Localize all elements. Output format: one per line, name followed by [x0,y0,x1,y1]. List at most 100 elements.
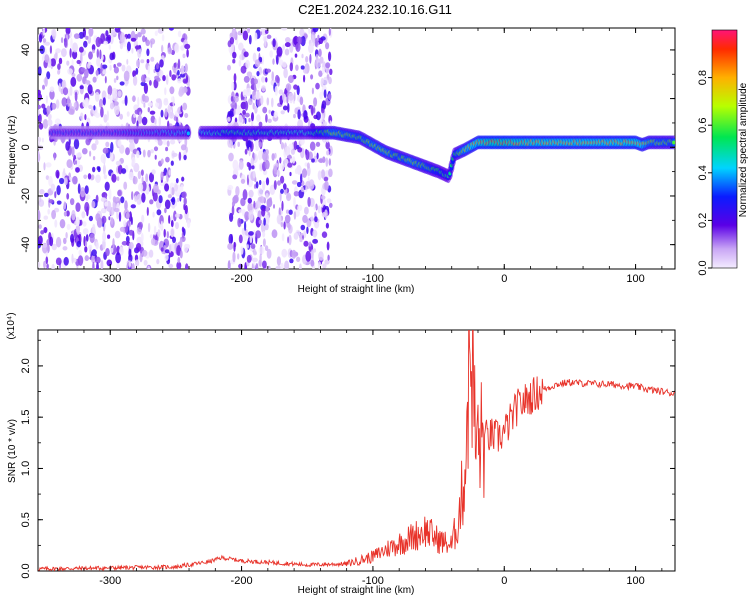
noise-cell [265,205,269,213]
noise-cell [109,64,112,71]
noise-cell [137,96,140,108]
noise-cell [247,197,252,204]
noise-cell [160,220,163,230]
noise-cell [173,210,177,222]
noise-cell [233,73,237,83]
noise-cell [76,240,82,248]
noise-cell [105,248,110,257]
colorbar-label: Normalized spectral amplitude [738,82,749,217]
noise-cell [299,263,302,269]
noise-cell [258,246,265,255]
noise-cell [131,47,134,54]
noise-cell [87,62,91,69]
spectrogram-y-tick-label: 20 [20,92,32,104]
noise-cell [105,141,110,148]
noise-cell [229,212,234,222]
noise-cell [273,165,278,175]
noise-cell [160,109,164,118]
noise-cell [71,209,76,221]
noise-cell [140,28,146,35]
noise-cell [282,44,285,51]
noise-cell [288,234,292,246]
noise-cell [109,102,115,110]
noise-cell [328,28,331,36]
noise-cell [244,112,250,118]
noise-cell [242,30,249,41]
noise-cell [306,165,311,177]
noise-cell [308,241,312,247]
noise-cell [256,114,261,123]
noise-cell [326,198,332,204]
noise-cell [38,93,43,101]
noise-cell [238,209,244,214]
noise-cell [286,192,292,202]
noise-cell [138,221,144,230]
noise-cell [177,69,180,76]
noise-cell [131,263,135,269]
noise-cell [291,249,297,259]
noise-cell [43,215,49,220]
noise-cell [92,49,95,54]
noise-cell [164,199,171,210]
noise-cell [304,206,309,215]
noise-cell [174,184,178,192]
noise-cell [95,213,101,222]
noise-cell [119,32,125,44]
noise-cell [63,201,67,210]
noise-cell [311,158,315,163]
noise-cell [87,84,93,95]
noise-cell [288,209,293,215]
noise-cell [85,35,89,40]
noise-cell [240,197,246,207]
noise-cell [177,58,181,70]
noise-cell [264,245,269,252]
noise-cell [114,28,121,33]
noise-cell [164,87,167,96]
noise-cell [58,57,63,65]
noise-cell [297,147,303,153]
noise-cell [175,178,179,184]
noise-cell [132,75,138,86]
noise-cell [69,176,73,182]
noise-cell [231,205,235,216]
noise-cell [262,151,268,162]
noise-cell [277,180,281,186]
noise-cell [113,207,120,213]
colorbar-tick-label: 0.6 [697,118,709,133]
noise-cell [240,246,244,255]
noise-cell [184,43,191,50]
noise-cell [160,171,164,181]
noise-cell [83,40,88,48]
noise-cell [164,254,169,261]
noise-cell [92,166,96,173]
noise-cell [284,214,291,224]
noise-cell [255,230,261,239]
noise-cell [302,235,304,240]
noise-cell [54,118,61,125]
noise-cell [248,98,253,106]
noise-cell [264,223,269,231]
noise-cell [67,88,71,99]
noise-cell [233,194,239,204]
noise-cell [168,28,174,31]
noise-cell [42,118,49,129]
noise-cell [296,256,301,262]
noise-cell [38,109,40,116]
noise-cell [253,184,257,189]
noise-cell [180,184,184,193]
noise-cell [47,208,50,215]
noise-cell [244,211,250,221]
noise-cell [75,216,80,227]
spectrogram-x-tick-label: 100 [626,273,644,285]
noise-cell [137,170,142,180]
noise-cell [269,184,276,195]
noise-cell [303,74,306,83]
noise-cell [110,247,114,253]
noise-cell [56,185,61,196]
noise-cell [284,260,290,269]
noise-cell [62,87,69,96]
noise-cell [109,96,113,105]
snr-marks [38,330,675,571]
noise-cell [75,167,80,173]
noise-cell [326,241,330,251]
